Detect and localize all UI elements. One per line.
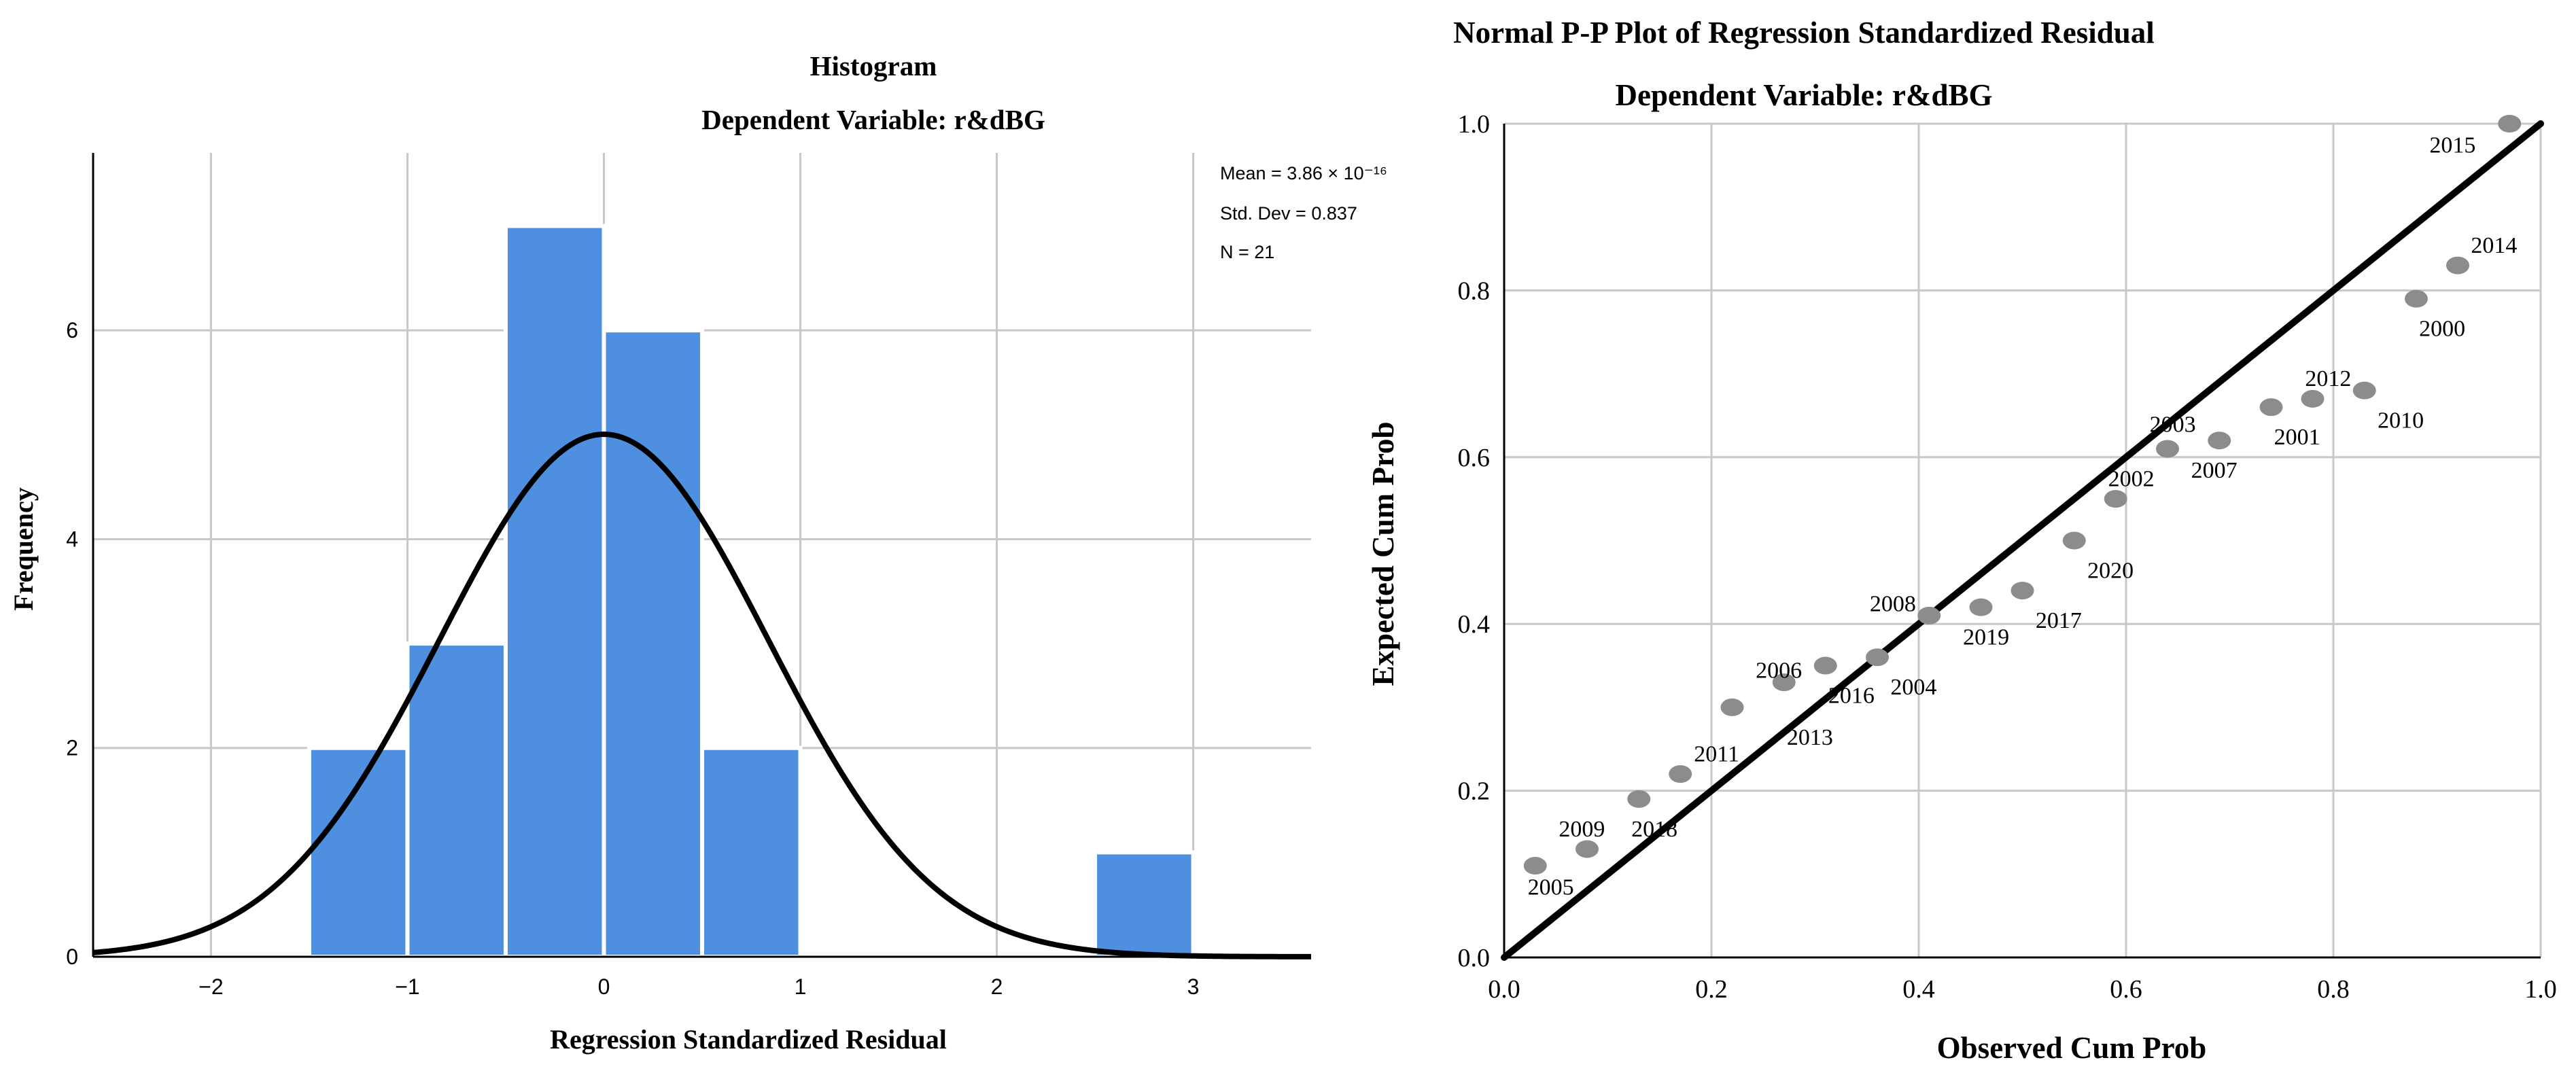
pp-point [1669, 765, 1692, 783]
pp-point [2301, 389, 2325, 408]
pp-plot-subtitle: Dependent Variable: r&dBG [1615, 78, 1992, 112]
pp-point-label: 2009 [1559, 817, 1605, 842]
histogram-x-tick-label: 1 [795, 974, 807, 999]
pp-point-label: 2008 [1870, 592, 1916, 617]
histogram-x-axis-label: Regression Standardized Residual [550, 1024, 947, 1055]
pp-y-tick-label: 0.6 [1458, 444, 1491, 472]
pp-point [2104, 490, 2127, 508]
histogram-y-tick-label: 4 [66, 527, 78, 551]
histogram-y-axis-label: Frequency [8, 487, 39, 610]
histogram-axes [92, 153, 1311, 958]
pp-x-tick-label: 0.0 [1488, 975, 1520, 1004]
pp-x-tick-labels: 0.0 0.2 0.4 0.6 0.8 1.0 [1488, 975, 2557, 1004]
pp-x-tick-label: 0.8 [2317, 975, 2350, 1004]
pp-x-axis-label: Observed Cum Prob [1937, 1031, 2207, 1065]
pp-point-label: 2000 [2419, 317, 2465, 342]
normal-curve [92, 431, 1312, 959]
pp-point-label: 2010 [2378, 408, 2424, 434]
pp-point [2011, 582, 2034, 600]
pp-x-tick-label: 0.4 [1902, 975, 1935, 1004]
pp-point-label: 2011 [1694, 741, 1739, 766]
pp-x-tick-label: 0.2 [1695, 975, 1728, 1004]
pp-point [2156, 440, 2179, 458]
pp-point [1720, 698, 1744, 716]
histogram-x-tick-label: −2 [198, 974, 223, 999]
pp-y-tick-labels: 0.0 0.2 0.4 0.6 0.8 1.0 [1458, 110, 1491, 972]
pp-point-label: 2004 [1890, 675, 1936, 700]
pp-point-label: 2014 [2471, 233, 2517, 258]
pp-point [1969, 598, 1993, 616]
pp-point [1917, 606, 1941, 624]
pp-x-tick-label: 0.6 [2110, 975, 2142, 1004]
pp-point-label: 2017 [2036, 608, 2082, 633]
histogram-bars [307, 224, 1196, 959]
histogram-x-tick-label: 2 [991, 974, 1003, 999]
histogram-bar [503, 224, 606, 959]
pp-point-label: 2016 [1828, 683, 1875, 708]
pp-points [1523, 115, 2522, 875]
histogram-x-tick-label: −1 [395, 974, 419, 999]
pp-point-label: 2003 [2150, 412, 2196, 438]
pp-point [2498, 115, 2522, 133]
histogram-y-tick-label: 0 [66, 945, 78, 969]
pp-point-labels: 2005 2009 2018 2011 2006 2013 2016 2004 2008 2019… [1528, 133, 2518, 900]
pp-y-tick-label: 0.8 [1458, 277, 1491, 305]
histogram-x-tick-labels: −2 −1 0 1 2 3 [198, 974, 1199, 999]
pp-y-axis-label: Expected Cum Prob [1366, 421, 1400, 686]
pp-point-label: 2019 [1963, 625, 2009, 650]
pp-point-label: 2005 [1528, 875, 1574, 900]
pp-point [2208, 431, 2231, 450]
histogram-bar [700, 745, 803, 959]
histogram-bar [1093, 850, 1196, 959]
pp-point [1576, 840, 1599, 858]
pp-y-tick-label: 0.0 [1458, 944, 1491, 972]
pp-plot-axes [1503, 124, 2541, 959]
pp-point [2259, 398, 2283, 417]
stat-std-dev: Std. Dev = 0.837 [1220, 203, 1357, 224]
histogram-x-tick-label: 3 [1187, 974, 1200, 999]
histogram-x-tick-label: 0 [598, 974, 610, 999]
pp-y-tick-label: 1.0 [1458, 110, 1491, 139]
pp-point [2352, 381, 2376, 400]
stat-n: N = 21 [1220, 242, 1274, 262]
histogram-panel: Histogram Dependent Variable: r&dBG −2 −1… [8, 50, 1387, 1055]
pp-point-label: 2018 [1631, 817, 1677, 842]
pp-point [1627, 790, 1651, 808]
pp-point [1813, 656, 1837, 675]
pp-x-tick-label: 1.0 [2524, 975, 2557, 1004]
pp-plot-title: Normal P-P Plot of Regression Standardiz… [1453, 16, 2155, 50]
pp-point-label: 2013 [1787, 725, 1833, 750]
histogram-title: Histogram [810, 50, 937, 82]
histogram-stats-box: Mean = 3.86 × 10⁻¹⁶ Std. Dev = 0.837 N =… [1220, 163, 1387, 262]
histogram-y-tick-labels: 0 2 4 6 [66, 318, 78, 969]
histogram-subtitle: Dependent Variable: r&dBG [701, 104, 1045, 135]
pp-point [1772, 673, 1796, 692]
pp-point-label: 2006 [1756, 658, 1802, 684]
pp-point [2062, 531, 2086, 550]
pp-point-label: 2001 [2274, 425, 2320, 450]
stat-mean: Mean = 3.86 × 10⁻¹⁶ [1220, 163, 1387, 183]
pp-point [2405, 289, 2428, 308]
pp-point [1523, 857, 1547, 875]
histogram-y-tick-label: 6 [66, 318, 78, 342]
pp-point-label: 2007 [2191, 458, 2238, 483]
pp-point [1866, 648, 1889, 667]
pp-point-label: 2020 [2087, 558, 2134, 583]
pp-plot-gridlines [1504, 122, 2542, 957]
pp-reference-line [1501, 120, 2544, 961]
pp-point-label: 2015 [2429, 133, 2475, 158]
histogram-bar [602, 328, 705, 959]
histogram-bar [307, 745, 410, 959]
pp-y-tick-label: 0.4 [1458, 610, 1491, 639]
pp-point-label: 2012 [2305, 366, 2351, 391]
pp-plot-panel: Normal P-P Plot of Regression Standardiz… [1366, 16, 2557, 1065]
pp-y-tick-label: 0.2 [1458, 777, 1491, 806]
histogram-bar [405, 641, 508, 959]
pp-point [2446, 256, 2469, 275]
pp-point-label: 2002 [2108, 466, 2155, 491]
histogram-y-tick-label: 2 [66, 736, 78, 760]
